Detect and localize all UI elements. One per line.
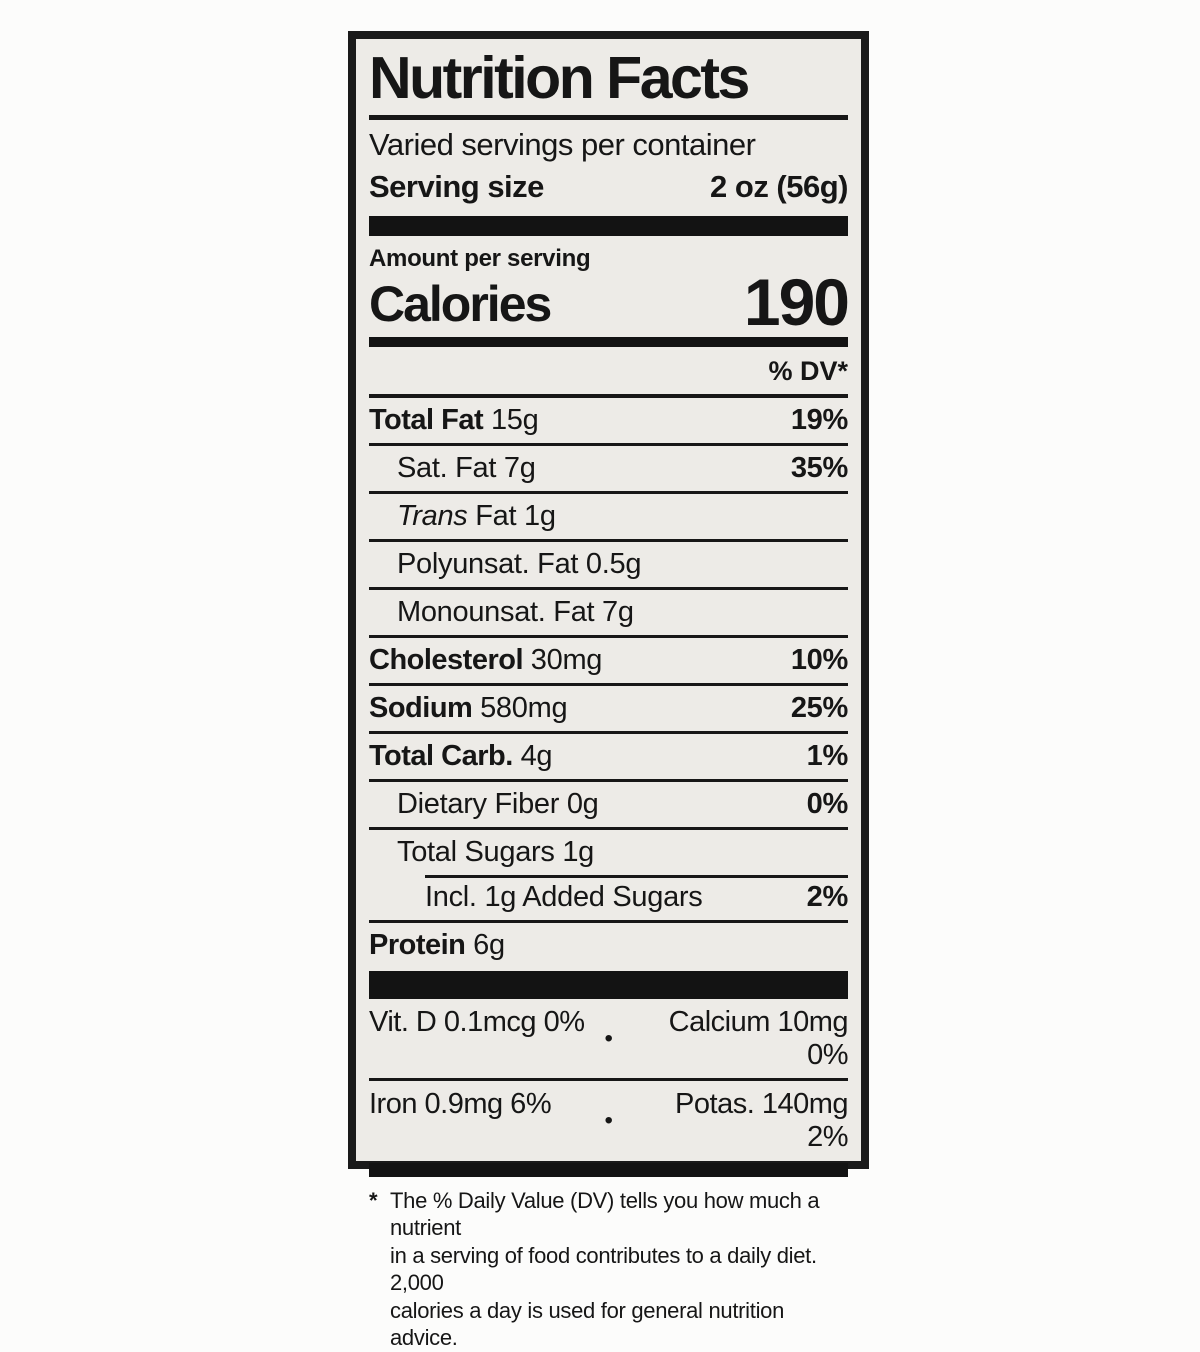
- nutrition-facts-label: Nutrition Facts Varied servings per cont…: [348, 31, 869, 1350]
- nutrient-name-bold: Protein: [369, 928, 466, 961]
- nutrient-name: Monounsat. Fat 7g: [369, 596, 634, 629]
- nutrient-name: Polyunsat. Fat 0.5g: [369, 548, 641, 581]
- amount-per-serving: Amount per serving: [369, 244, 591, 272]
- nutrient-row-protein: Protein 6g: [369, 919, 848, 968]
- calories-label: Calories: [369, 275, 552, 332]
- section-bar-footnote: [369, 1162, 848, 1177]
- micronutrient-row-vitd-calcium: Vit. D 0.1mcg 0% • Calcium 10mg 0%: [369, 999, 848, 1078]
- nutrient-name-bold: Total Fat: [369, 403, 484, 436]
- nutrient-dv: 10%: [790, 643, 848, 676]
- footnote-line: in a serving of food contributes to a da…: [390, 1242, 817, 1296]
- nutrient-name-bold: Total Carb.: [369, 739, 513, 772]
- nutrient-amount: Fat 1g: [467, 499, 556, 532]
- micronutrient-calcium: Calcium 10mg 0%: [668, 1005, 849, 1071]
- bullet-separator: •: [604, 1107, 613, 1135]
- calories-row: Calories 190: [369, 264, 850, 339]
- nutrient-dv: 25%: [790, 691, 848, 724]
- servings-per-container: Varied servings per container: [369, 126, 756, 162]
- footnote-asterisk: *: [369, 1187, 378, 1213]
- nutrient-name-bold: Sodium: [369, 691, 473, 724]
- nutrient-row-total-sugars: Total Sugars 1g: [369, 826, 848, 875]
- nutrient-name-bold: Cholesterol: [369, 643, 524, 676]
- section-bar-micronutrients: [369, 970, 848, 999]
- micronutrient-row-iron-potassium: Iron 0.9mg 6% • Potas. 140mg 2%: [369, 1081, 848, 1160]
- nutrient-name: Sodium 580mg: [369, 691, 568, 725]
- nutrient-row-monounsat-fat: Monounsat. Fat 7g: [369, 586, 848, 635]
- nutrient-name: Sat. Fat 7g: [369, 452, 536, 485]
- nutrient-row-added-sugars: Incl. 1g Added Sugars 2%: [369, 874, 849, 920]
- nutrient-name: Total Fat 15g: [369, 403, 539, 437]
- label-title: Nutrition Facts: [369, 45, 750, 111]
- nutrient-amount: Polyunsat. Fat 0.5g: [397, 547, 642, 580]
- serving-size-label: Serving size: [369, 168, 544, 204]
- serving-size-row: Serving size 2 oz (56g): [369, 164, 848, 216]
- nutrient-amount: 4g: [512, 739, 553, 772]
- nutrient-row-dietary-fiber: Dietary Fiber 0g 0%: [369, 778, 849, 827]
- title-divider: [369, 114, 848, 120]
- nutrient-row-trans-fat: Trans Fat 1g: [369, 490, 848, 539]
- nutrient-name: Trans Fat 1g: [369, 500, 556, 533]
- nutrient-amount: 30mg: [523, 643, 603, 676]
- nutrient-dv: 0%: [806, 787, 849, 820]
- nutrient-row-polyunsat-fat: Polyunsat. Fat 0.5g: [369, 538, 848, 587]
- footnote-line: calories a day is used for general nutri…: [390, 1297, 785, 1351]
- micronutrient-vitamin-d: Vit. D 0.1mcg 0%: [369, 1005, 585, 1038]
- nutrient-name: Protein 6g: [369, 929, 505, 962]
- micronutrient-divider: [369, 1077, 848, 1081]
- section-bar-top: [369, 215, 848, 236]
- nutrient-amount: Total Sugars 1g: [397, 835, 595, 868]
- daily-value-header: % DV*: [768, 355, 848, 386]
- nutrient-row-total-carb: Total Carb. 4g 1%: [369, 730, 849, 779]
- nutrient-name: Incl. 1g Added Sugars: [369, 880, 703, 914]
- nutrient-name: Total Carb. 4g: [369, 739, 553, 773]
- micronutrient-potassium: Potas. 140mg 2%: [675, 1087, 848, 1153]
- nutrient-row-sodium: Sodium 580mg 25%: [369, 682, 848, 731]
- nutrient-name-italic: Trans: [397, 499, 468, 532]
- footnote-line: The % Daily Value (DV) tells you how muc…: [390, 1187, 820, 1241]
- nutrient-dv: 35%: [790, 451, 848, 484]
- nutrient-name: Cholesterol 30mg: [369, 644, 602, 677]
- nutrient-name: Dietary Fiber 0g: [369, 788, 599, 821]
- nutrient-dv: 2%: [806, 880, 849, 913]
- nutrient-amount: Incl. 1g Added Sugars: [425, 880, 703, 913]
- nutrient-row-total-fat: Total Fat 15g 19%: [369, 393, 848, 443]
- serving-size-value: 2 oz (56g): [710, 168, 848, 204]
- nutrient-amount: Monounsat. Fat 7g: [397, 595, 634, 628]
- nutrient-dv: 1%: [806, 739, 849, 772]
- nutrient-dv: 19%: [790, 403, 848, 436]
- nutrient-amount: Sat. Fat 7g: [397, 451, 536, 484]
- nutrient-amount: Dietary Fiber 0g: [397, 787, 599, 820]
- calories-divider-bar: [369, 336, 848, 347]
- nutrient-amount: 15g: [483, 403, 539, 436]
- nutrient-amount: 580mg: [472, 691, 568, 724]
- nutrient-amount: 6g: [465, 928, 505, 961]
- calories-value: 190: [743, 264, 850, 339]
- daily-value-footnote: * The % Daily Value (DV) tells you how m…: [369, 1187, 848, 1352]
- nutrient-name: Total Sugars 1g: [369, 836, 594, 869]
- bullet-separator: •: [604, 1025, 613, 1053]
- nutrient-row-sat-fat: Sat. Fat 7g 35%: [369, 442, 848, 491]
- footnote-text: The % Daily Value (DV) tells you how muc…: [390, 1187, 848, 1352]
- micronutrient-iron: Iron 0.9mg 6%: [369, 1087, 552, 1120]
- nutrient-row-cholesterol: Cholesterol 30mg 10%: [369, 634, 848, 683]
